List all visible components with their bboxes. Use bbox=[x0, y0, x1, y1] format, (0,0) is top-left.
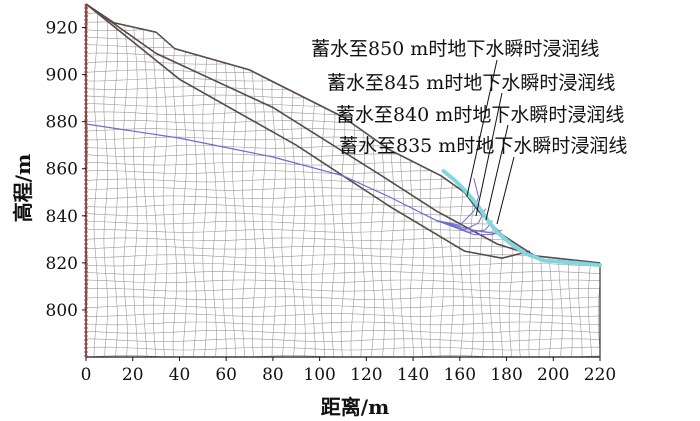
leader-line-2 bbox=[485, 124, 509, 221]
x-tick-label: 180 bbox=[490, 365, 522, 385]
y-tick-label: 880 bbox=[46, 113, 78, 133]
x-tick-label: 160 bbox=[444, 365, 476, 385]
mesh-line-horizontal bbox=[86, 296, 600, 300]
annotation-840: 蓄水至840 m时地下水瞬时浸润线 bbox=[336, 104, 624, 126]
y-tick-labels: 800 820 840 860 880 900 920 bbox=[46, 19, 86, 321]
y-tick-label: 900 bbox=[46, 66, 78, 86]
y-tick-label: 800 bbox=[46, 301, 78, 321]
mesh-line-horizontal bbox=[86, 19, 600, 23]
x-tick-label: 60 bbox=[215, 365, 237, 385]
x-tick-label: 20 bbox=[122, 365, 144, 385]
leader-line-3 bbox=[496, 156, 515, 225]
x-tick-label: 80 bbox=[262, 365, 284, 385]
mesh-line-vertical bbox=[123, 4, 128, 357]
mesh-line-horizontal bbox=[86, 288, 600, 292]
annotation-leader-lines bbox=[466, 59, 515, 225]
y-axis-title: 高程/m bbox=[11, 154, 35, 222]
y-tick-label: 820 bbox=[46, 254, 78, 274]
mesh-line-vertical bbox=[113, 4, 118, 357]
x-tick-label: 140 bbox=[397, 365, 429, 385]
x-tick-labels: 0 20 40 60 80 100 120 140 160 180 200 220 bbox=[81, 357, 616, 385]
mesh-line-vertical bbox=[143, 4, 148, 357]
x-axis-title: 距离/m bbox=[321, 395, 389, 419]
mesh-line-horizontal bbox=[86, 330, 600, 334]
profile-curves bbox=[85, 3, 602, 357]
mesh-line-horizontal bbox=[86, 321, 600, 326]
mesh-line-vertical bbox=[93, 4, 99, 357]
mesh-line-vertical bbox=[182, 4, 188, 357]
mesh-line-horizontal bbox=[86, 262, 600, 267]
mesh-line-vertical bbox=[133, 4, 138, 357]
x-tick-label: 40 bbox=[169, 365, 191, 385]
x-tick-label: 200 bbox=[537, 365, 569, 385]
mesh-line-vertical bbox=[103, 4, 108, 357]
mesh-line-horizontal bbox=[86, 304, 600, 309]
mesh-line-vertical bbox=[172, 4, 178, 357]
annotation-850: 蓄水至850 m时地下水瞬时浸润线 bbox=[311, 38, 599, 60]
x-tick-label: 120 bbox=[350, 365, 382, 385]
mesh-line-vertical bbox=[152, 4, 158, 357]
x-tick-label: 220 bbox=[584, 365, 616, 385]
mesh-line-vertical bbox=[202, 4, 207, 357]
mesh-line-horizontal bbox=[86, 27, 600, 31]
slip-surface-upper bbox=[85, 3, 535, 257]
leader-line-0 bbox=[466, 59, 498, 197]
mesh-line-horizontal bbox=[86, 4, 600, 6]
axes bbox=[84, 4, 600, 358]
leader-line-1 bbox=[475, 92, 503, 217]
groundwater-line bbox=[85, 123, 502, 236]
mesh-background bbox=[86, 4, 600, 357]
mesh-line-horizontal bbox=[86, 313, 600, 317]
mesh-line-horizontal bbox=[86, 279, 600, 284]
x-tick-label: 100 bbox=[303, 365, 335, 385]
y-tick-label: 920 bbox=[46, 19, 78, 39]
mesh-line-horizontal bbox=[86, 271, 600, 275]
mesh-line-vertical bbox=[212, 4, 217, 357]
seepage-line-0 bbox=[436, 177, 480, 226]
mesh-line-horizontal bbox=[86, 10, 600, 15]
reservoir-water-line bbox=[441, 169, 602, 268]
annotation-845: 蓄水至845 m时地下水瞬时浸润线 bbox=[327, 72, 615, 94]
y-tick-label: 860 bbox=[46, 160, 78, 180]
annotation-835: 蓄水至835 m时地下水瞬时浸润线 bbox=[339, 135, 627, 157]
mesh-line-vertical bbox=[192, 4, 197, 357]
mesh-line-horizontal bbox=[86, 338, 600, 342]
annotations: 蓄水至850 m时地下水瞬时浸润线 蓄水至845 m时地下水瞬时浸润线 蓄水至8… bbox=[311, 38, 627, 157]
x-tick-label: 0 bbox=[81, 365, 92, 385]
mesh-line-horizontal bbox=[86, 346, 600, 351]
slip-surface-lower bbox=[85, 3, 531, 260]
y-tick-label: 840 bbox=[46, 207, 78, 227]
